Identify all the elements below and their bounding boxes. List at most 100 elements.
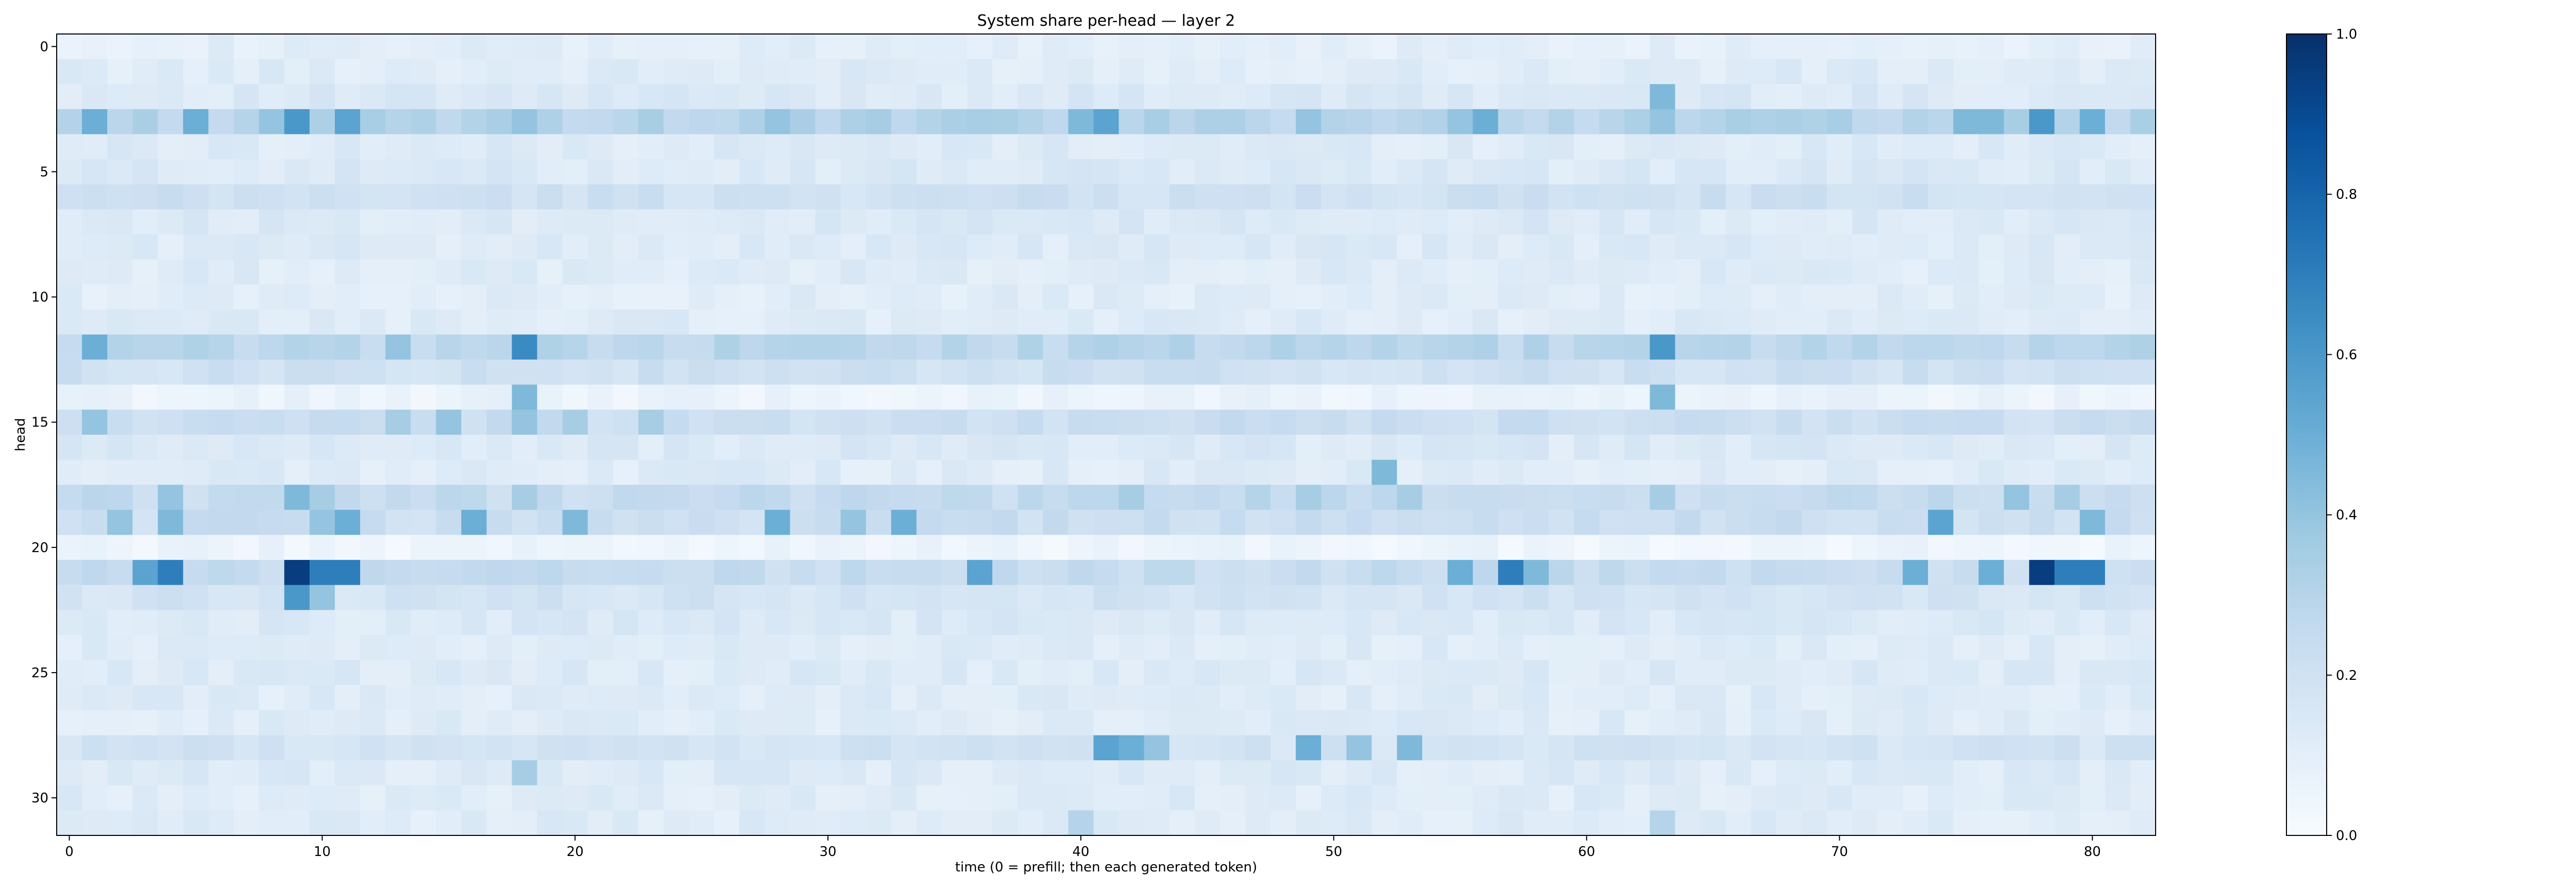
heatmap-cell: [1169, 735, 1195, 761]
heatmap-cell: [1144, 209, 1170, 235]
heatmap-cell: [1826, 785, 1853, 811]
heatmap-cell: [765, 409, 791, 435]
heatmap-cell: [259, 535, 285, 560]
heatmap-cell: [587, 685, 614, 711]
heatmap-cell: [2054, 660, 2080, 686]
heatmap-cell: [1093, 610, 1120, 636]
heatmap-cell: [2130, 409, 2156, 435]
heatmap-cell: [587, 735, 614, 761]
heatmap-cell: [2004, 610, 2030, 636]
heatmap-cell: [1118, 234, 1145, 260]
heatmap-cell: [385, 284, 411, 310]
heatmap-cell: [2004, 259, 2030, 285]
heatmap-cell: [1953, 159, 1979, 185]
heatmap-cell: [334, 259, 361, 285]
heatmap-cell: [1498, 134, 1524, 160]
heatmap-cell: [664, 435, 689, 460]
heatmap-cell: [284, 284, 310, 310]
heatmap-cell: [1574, 435, 1600, 460]
heatmap-cell: [183, 435, 209, 460]
heatmap-cell: [1144, 610, 1170, 636]
heatmap-cell: [486, 360, 513, 385]
heatmap-cell: [1346, 610, 1372, 636]
heatmap-cell: [840, 485, 867, 510]
heatmap-cell: [1321, 585, 1347, 610]
heatmap-cell: [1599, 560, 1625, 586]
heatmap-cell: [512, 535, 538, 560]
heatmap-cell: [638, 485, 664, 510]
heatmap-cell: [1397, 209, 1423, 235]
heatmap-cell: [2004, 384, 2030, 410]
heatmap-cell: [2079, 735, 2106, 761]
heatmap-cell: [512, 485, 538, 510]
heatmap-cell: [765, 810, 791, 836]
heatmap-cell: [2130, 635, 2156, 661]
heatmap-cell: [1321, 560, 1347, 586]
heatmap-cell: [1245, 459, 1271, 485]
heatmap-cell: [82, 535, 108, 560]
heatmap-cell: [1624, 610, 1650, 636]
heatmap-cell: [57, 710, 82, 736]
heatmap-cell: [309, 159, 335, 185]
heatmap-cell: [1472, 109, 1499, 135]
heatmap-cell: [208, 309, 234, 335]
heatmap-cell: [1144, 384, 1170, 410]
heatmap-cell: [2004, 660, 2030, 686]
heatmap-cell: [916, 209, 942, 235]
heatmap-cell: [1978, 234, 2005, 260]
heatmap-cell: [562, 610, 588, 636]
heatmap-cell: [1978, 535, 2005, 560]
heatmap-cell: [436, 509, 462, 536]
heatmap-cell: [714, 760, 740, 786]
heatmap-cell: [992, 309, 1018, 335]
heatmap-cell: [360, 360, 386, 385]
heatmap-cell: [1852, 535, 1878, 560]
heatmap-cell: [2105, 384, 2131, 410]
heatmap-cell: [132, 360, 158, 385]
heatmap-cell: [1928, 259, 1954, 285]
heatmap-cell: [259, 134, 285, 160]
heatmap-cell: [1447, 459, 1473, 485]
heatmap-cell: [1852, 635, 1878, 661]
heatmap-cell: [2029, 685, 2055, 711]
heatmap-cell: [2054, 34, 2080, 60]
heatmap-cell: [309, 760, 335, 786]
heatmap-cell: [334, 184, 361, 210]
heatmap-cell: [2079, 485, 2106, 510]
heatmap-cell: [334, 360, 361, 385]
heatmap-cell: [1978, 384, 2005, 410]
heatmap-cell: [866, 159, 892, 185]
heatmap-cell: [1397, 134, 1423, 160]
heatmap-cell: [2105, 334, 2131, 360]
heatmap-cell: [790, 560, 816, 586]
heatmap-cell: [1169, 384, 1195, 410]
heatmap-cell: [1068, 209, 1094, 235]
heatmap-cell: [587, 360, 614, 385]
heatmap-cell: [562, 635, 588, 661]
heatmap-cell: [739, 735, 765, 761]
heatmap-cell: [2130, 710, 2156, 736]
heatmap-cell: [1903, 785, 1928, 811]
heatmap-cell: [486, 384, 513, 410]
heatmap-cell: [1675, 34, 1701, 60]
heatmap-cell: [1903, 309, 1928, 335]
heatmap-cell: [1751, 284, 1777, 310]
heatmap-cell: [436, 360, 462, 385]
heatmap-cell: [1270, 435, 1296, 460]
heatmap-cell: [1169, 459, 1195, 485]
heatmap-cell: [1321, 134, 1347, 160]
heatmap-cell: [132, 109, 158, 135]
heatmap-cell: [2079, 109, 2106, 135]
heatmap-cell: [790, 409, 816, 435]
heatmap-cell: [562, 134, 588, 160]
heatmap-cell: [992, 259, 1018, 285]
heatmap-cell: [360, 635, 386, 661]
heatmap-cell: [1751, 535, 1777, 560]
heatmap-cell: [1118, 459, 1145, 485]
heatmap-cell: [537, 334, 563, 360]
heatmap-cell: [1776, 810, 1802, 836]
heatmap-cell: [1018, 585, 1043, 610]
heatmap-cell: [1776, 585, 1802, 610]
heatmap-cell: [461, 84, 487, 110]
heatmap-cell: [1397, 710, 1423, 736]
